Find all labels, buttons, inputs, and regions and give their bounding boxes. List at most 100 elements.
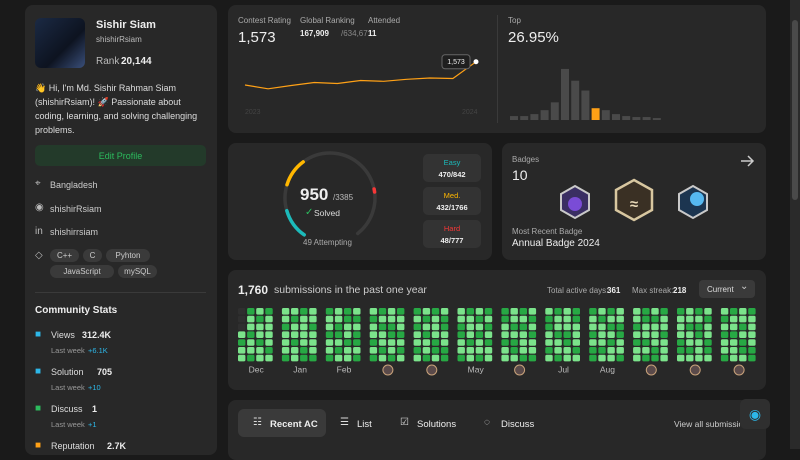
ring-segment (372, 187, 377, 194)
last-week-label: Last week (51, 346, 85, 355)
heatmap-cell (616, 339, 624, 346)
rank-label: Rank (96, 56, 120, 67)
scroll-thumb[interactable] (792, 20, 798, 200)
tooltip (441, 54, 471, 70)
heatmap-cell (607, 308, 615, 315)
chat-button[interactable]: ◉ (740, 399, 770, 429)
edit-button[interactable] (35, 145, 206, 166)
heatmap-cell (572, 331, 580, 338)
ranking-label: Global Ranking (300, 16, 355, 25)
heatmap-cell (519, 354, 527, 362)
heatmap-cell (300, 315, 308, 323)
heatmap-cell (413, 315, 421, 323)
stat-value: 312.4K (82, 330, 112, 340)
heatmap-cell (748, 331, 756, 338)
heatmap-cell (545, 347, 553, 354)
histogram-bar (601, 110, 610, 120)
heatmap-cell (238, 308, 246, 315)
heatmap-cell (378, 354, 387, 362)
histogram-bar (510, 116, 518, 120)
histogram-bar (581, 90, 590, 120)
heatmap-cell (325, 339, 334, 346)
heatmap-cell (633, 354, 641, 362)
community-title: Community Stats (35, 305, 118, 316)
heatmap-cell (334, 308, 343, 315)
heatmap-cell (589, 331, 597, 338)
heatmap-cell (730, 347, 738, 354)
recent-badge-label: Most Recent Badge (512, 227, 583, 236)
tab-icon: ☑ (400, 417, 409, 428)
heatmap-cell (265, 315, 273, 323)
ranking-total: /634,671 (341, 29, 373, 38)
heatmap-cell (457, 315, 465, 323)
dropdown[interactable] (699, 280, 755, 298)
difficulty-box (423, 220, 481, 248)
avatar (35, 18, 85, 68)
heatmap-cell (572, 323, 580, 331)
heatmap-cell (677, 354, 685, 362)
histogram-bar (622, 116, 631, 120)
heatmap-cell (256, 347, 264, 354)
heatmap-cell (422, 331, 431, 338)
heatmap-cell (554, 339, 562, 346)
heatmap-cell (633, 308, 641, 315)
heatmap-cell (238, 339, 246, 346)
github: shishirRsiam (50, 204, 102, 214)
heatmap-cell (720, 331, 729, 338)
heatmap-cell (598, 308, 606, 315)
month-badge (426, 364, 438, 376)
heatmap-cell (607, 347, 615, 354)
heatmap-cell (545, 339, 553, 346)
heatmap-cell (422, 323, 431, 331)
heatmap-cell (484, 323, 493, 331)
heatmap-cell (704, 308, 712, 315)
heatmap-cell (633, 339, 641, 346)
last-week-label: Last week (51, 420, 85, 429)
heatmap-cell (466, 347, 474, 354)
heatmap-cell (378, 347, 387, 354)
heatmap-cell (677, 339, 685, 346)
heatmap-cell (265, 308, 273, 315)
heatmap-cell (704, 315, 712, 323)
heatmap-cell (695, 315, 703, 323)
heatmap-cell (720, 308, 729, 315)
heatmap-cell (598, 315, 606, 323)
heatmap-cell (300, 339, 308, 346)
heatmap-cell (589, 354, 597, 362)
rating-line (244, 61, 477, 90)
page: ◉ ≈ 1,573 Dec Jan Feb May Jul Aug Sishir Siam s… (25, 0, 800, 460)
heatmap-cell (475, 347, 484, 354)
heatmap-cell (309, 315, 317, 323)
month-badge (514, 364, 526, 376)
heatmap-cell (616, 331, 624, 338)
heatmap-cell (325, 315, 334, 323)
heatmap-cell (510, 347, 518, 354)
heatmap-cell (247, 347, 255, 354)
scrollbar[interactable] (790, 0, 800, 449)
heatmap-cell (413, 339, 421, 346)
streak-value: 218 (673, 286, 687, 295)
heatmap-cell (397, 315, 405, 323)
tab-active[interactable] (238, 409, 326, 437)
heatmap-cell (616, 354, 624, 362)
heatmap-cell (422, 315, 431, 323)
heatmap-cell (431, 354, 440, 362)
heatmap-cell (677, 331, 685, 338)
heatmap-cell (325, 354, 334, 362)
heatmap-cell (695, 354, 703, 362)
heatmap-cell (642, 308, 650, 315)
heatmap-cell (291, 347, 299, 354)
heatmap-cell (519, 331, 527, 338)
heatmap-cell (413, 331, 421, 338)
heatmap-cell (413, 354, 421, 362)
heatmap-cell (554, 331, 562, 338)
heatmap-cell (325, 323, 334, 331)
difficulty-value: 470/842 (438, 170, 466, 179)
ring-segment (285, 208, 306, 237)
heatmap-cell (616, 308, 624, 315)
heatmap-cell (572, 308, 580, 315)
heatmap-cell (334, 323, 343, 331)
heatmap-cell (720, 347, 729, 354)
heatmap-cell (554, 308, 562, 315)
heatmap-cell (291, 331, 299, 338)
